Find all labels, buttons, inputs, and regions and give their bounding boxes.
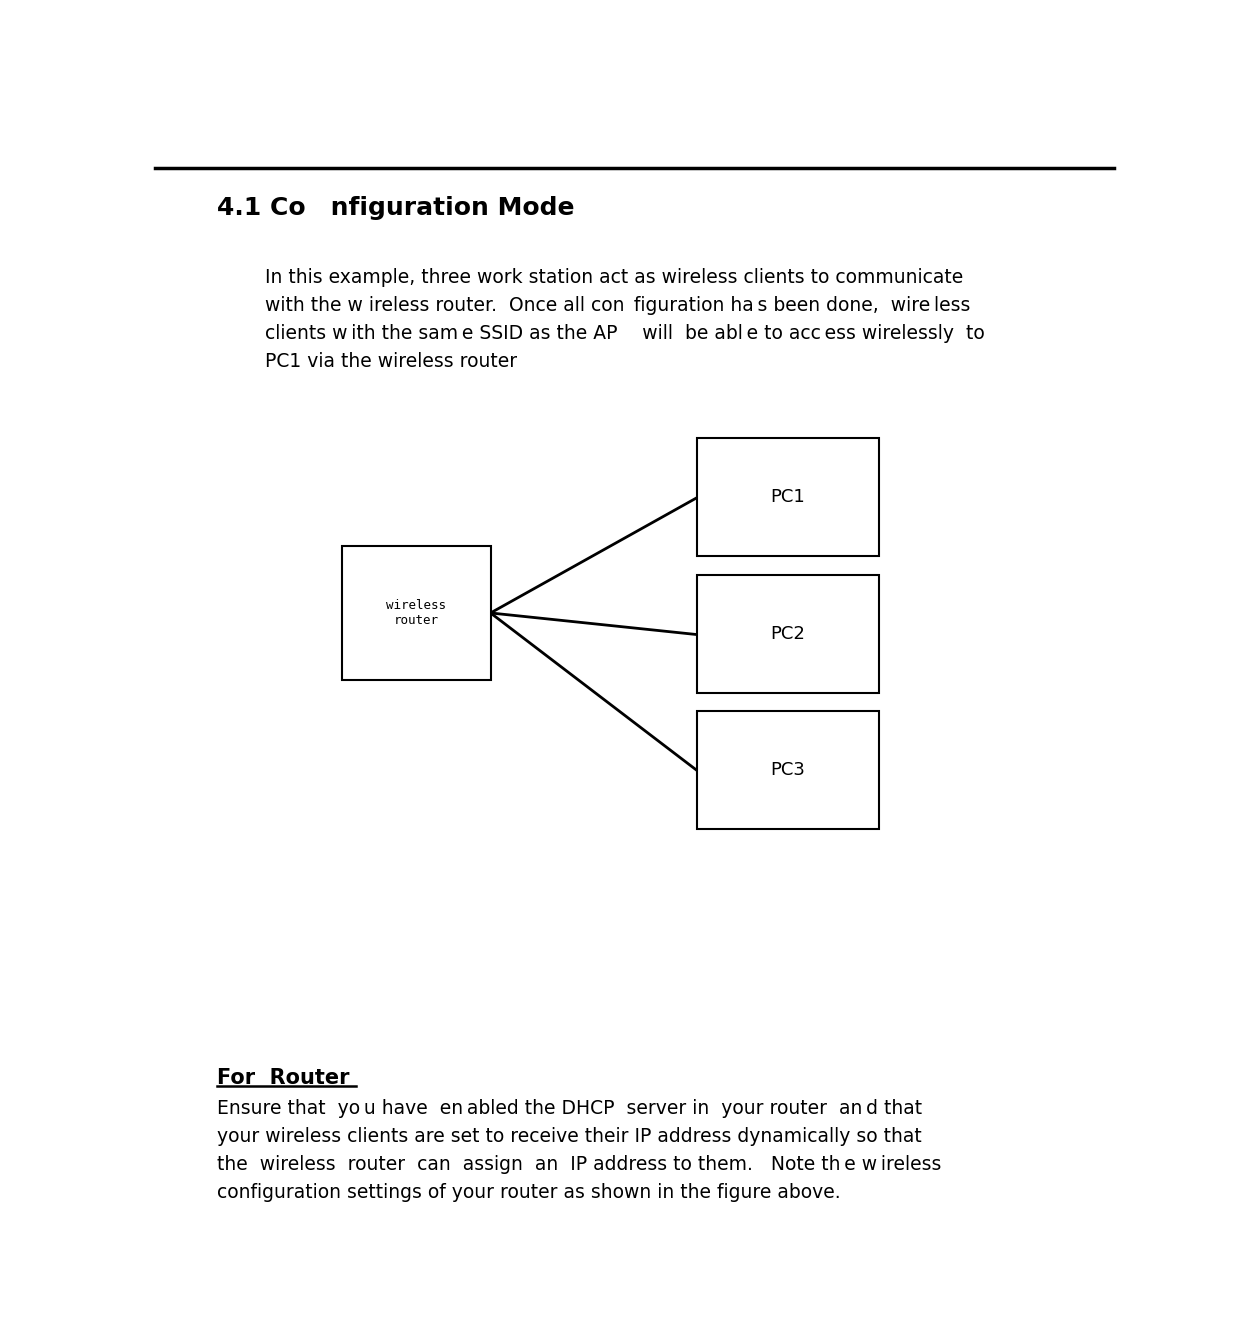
Bar [697,711,879,828]
Text: Ensure that  yo u have  en abled the DHCP  server in  your router  an d that
you: Ensure that yo u have en abled the DHCP … [217,1098,941,1201]
Text: 4.1 Co nfiguration Mode: 4.1 Co nfiguration Mode [217,196,574,220]
Text: In this example, three work station act as wireless clients to communicate
with : In this example, three work station act … [265,269,985,371]
Text: PC2: PC2 [770,625,806,643]
Bar [697,574,879,693]
Text: PC3: PC3 [770,760,806,779]
Bar [697,438,879,556]
Bar [342,546,490,680]
Text: wireless
router: wireless router [386,599,446,627]
Text: For  Router: For Router [217,1067,349,1088]
Text: PC1: PC1 [770,488,806,506]
